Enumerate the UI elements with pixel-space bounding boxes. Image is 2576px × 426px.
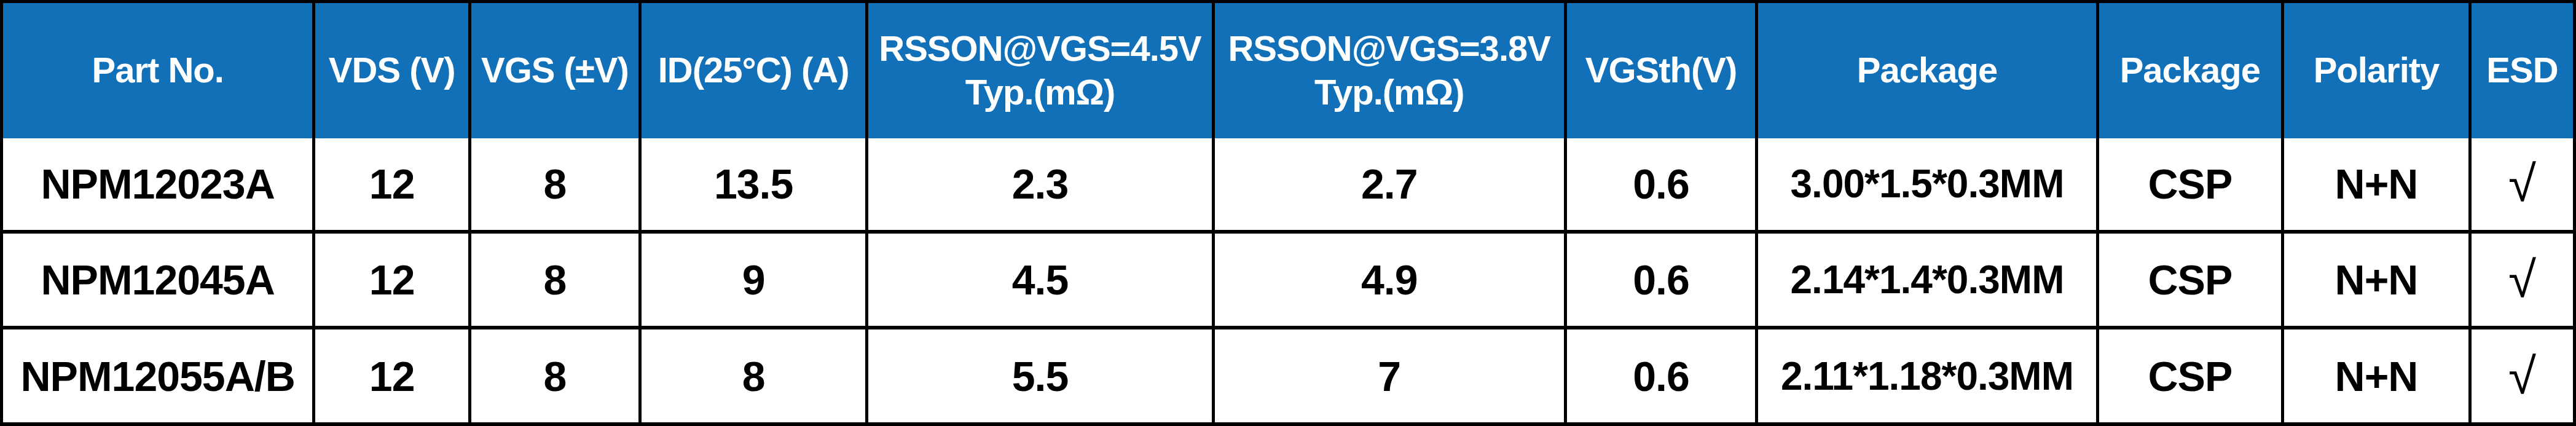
cell-part-no: NPM12023A bbox=[2, 138, 314, 232]
col-header-id-25c: ID(25°C) (A) bbox=[640, 2, 867, 138]
cell-id-25c: 9 bbox=[640, 232, 867, 328]
cell-rsson-4v5: 4.5 bbox=[867, 232, 1213, 328]
col-header-vgs: VGS (±V) bbox=[470, 2, 640, 138]
col-header-part-no: Part No. bbox=[2, 2, 314, 138]
cell-rsson-4v5: 2.3 bbox=[867, 138, 1213, 232]
cell-part-no: NPM12045A bbox=[2, 232, 314, 328]
table-row: NPM12045A 12 8 9 4.5 4.9 0.6 2.14*1.4*0.… bbox=[2, 232, 2575, 328]
col-header-rsson-4v5: RSSON@VGS=4.5VTyp.(mΩ) bbox=[867, 2, 1213, 138]
col-header-vds: VDS (V) bbox=[314, 2, 470, 138]
header-line: ESD bbox=[2472, 49, 2573, 92]
table-row: NPM12055A/B 12 8 8 5.5 7 0.6 2.11*1.18*0… bbox=[2, 328, 2575, 424]
table-header: Part No. VDS (V) VGS (±V) ID(25°C) (A) R… bbox=[2, 2, 2575, 138]
cell-package-size: 2.11*1.18*0.3MM bbox=[1757, 328, 2097, 424]
cell-polarity: N+N bbox=[2283, 328, 2470, 424]
cell-vgsth: 0.6 bbox=[1565, 328, 1757, 424]
header-line: ID(25°C) (A) bbox=[642, 49, 866, 92]
col-header-package-size: Package bbox=[1757, 2, 2097, 138]
header-line: Typ.(mΩ) bbox=[1215, 71, 1564, 114]
cell-package-type: CSP bbox=[2097, 232, 2282, 328]
cell-esd-checkmark: √ bbox=[2470, 138, 2574, 232]
cell-vgsth: 0.6 bbox=[1565, 138, 1757, 232]
header-line: RSSON@VGS=3.8V bbox=[1215, 27, 1564, 71]
cell-rsson-4v5: 5.5 bbox=[867, 328, 1213, 424]
header-line: VGS (±V) bbox=[471, 49, 638, 92]
cell-package-size: 2.14*1.4*0.3MM bbox=[1757, 232, 2097, 328]
cell-vds: 12 bbox=[314, 328, 470, 424]
col-header-vgsth: VGSth(V) bbox=[1565, 2, 1757, 138]
product-selection-table: Part No. VDS (V) VGS (±V) ID(25°C) (A) R… bbox=[0, 0, 2576, 426]
header-line: RSSON@VGS=4.5V bbox=[868, 27, 1211, 71]
cell-id-25c: 13.5 bbox=[640, 138, 867, 232]
cell-vds: 12 bbox=[314, 138, 470, 232]
header-line: Polarity bbox=[2284, 49, 2468, 92]
cell-package-size: 3.00*1.5*0.3MM bbox=[1757, 138, 2097, 232]
col-header-package-type: Package bbox=[2097, 2, 2282, 138]
cell-package-type: CSP bbox=[2097, 328, 2282, 424]
header-line: Package bbox=[2099, 49, 2281, 92]
header-line: Package bbox=[1758, 49, 2095, 92]
table-row: NPM12023A 12 8 13.5 2.3 2.7 0.6 3.00*1.5… bbox=[2, 138, 2575, 232]
cell-vds: 12 bbox=[314, 232, 470, 328]
cell-rsson-3v8: 7 bbox=[1213, 328, 1565, 424]
cell-polarity: N+N bbox=[2283, 138, 2470, 232]
cell-polarity: N+N bbox=[2283, 232, 2470, 328]
cell-rsson-3v8: 2.7 bbox=[1213, 138, 1565, 232]
col-header-rsson-3v8: RSSON@VGS=3.8VTyp.(mΩ) bbox=[1213, 2, 1565, 138]
cell-esd-checkmark: √ bbox=[2470, 328, 2574, 424]
header-row: Part No. VDS (V) VGS (±V) ID(25°C) (A) R… bbox=[2, 2, 2575, 138]
cell-rsson-3v8: 4.9 bbox=[1213, 232, 1565, 328]
cell-vgs: 8 bbox=[470, 138, 640, 232]
cell-vgs: 8 bbox=[470, 232, 640, 328]
cell-esd-checkmark: √ bbox=[2470, 232, 2574, 328]
header-line: Typ.(mΩ) bbox=[868, 71, 1211, 114]
header-line: VDS (V) bbox=[315, 49, 468, 92]
header-line: Part No. bbox=[3, 49, 312, 92]
header-line: VGSth(V) bbox=[1567, 49, 1756, 92]
cell-vgs: 8 bbox=[470, 328, 640, 424]
cell-package-type: CSP bbox=[2097, 138, 2282, 232]
cell-vgsth: 0.6 bbox=[1565, 232, 1757, 328]
cell-id-25c: 8 bbox=[640, 328, 867, 424]
col-header-polarity: Polarity bbox=[2283, 2, 2470, 138]
cell-part-no: NPM12055A/B bbox=[2, 328, 314, 424]
table-body: NPM12023A 12 8 13.5 2.3 2.7 0.6 3.00*1.5… bbox=[2, 138, 2575, 425]
col-header-esd: ESD bbox=[2470, 2, 2574, 138]
